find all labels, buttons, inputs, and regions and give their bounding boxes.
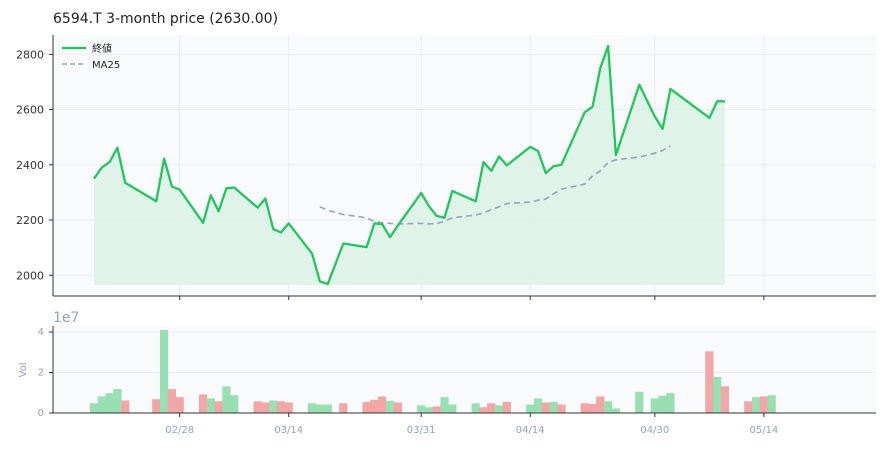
volume-bar (495, 405, 504, 413)
volume-bar (269, 400, 278, 413)
volume-bar (167, 389, 176, 413)
volume-bar (526, 404, 535, 413)
volume-bar (323, 404, 332, 413)
legend-ma25-label: MA25 (92, 60, 120, 71)
volume-x-tick-label: 04/14 (516, 425, 545, 436)
volume-y-tick-label: 4 (38, 327, 44, 338)
volume-bar (339, 403, 348, 413)
legend: 終値 MA25 (62, 42, 120, 71)
volume-exponent-label: 1e7 (53, 310, 79, 326)
volume-y-tick-label: 2 (38, 368, 44, 379)
price-y-tick-label: 2800 (16, 48, 44, 61)
volume-y-axis-label: Vol (18, 363, 29, 378)
volume-bar (175, 397, 184, 413)
volume-bar (261, 402, 270, 413)
volume-x-tick-label: 03/14 (274, 425, 303, 436)
volume-bar (448, 404, 457, 413)
volume-bar (533, 398, 543, 413)
volume-bar (214, 401, 223, 413)
volume-bar (541, 402, 550, 413)
volume-bar (759, 396, 768, 413)
volume-bar (658, 395, 667, 413)
volume-y-axis-ticks: 0 2 4 (38, 327, 53, 419)
volume-bar (471, 403, 480, 413)
volume-bar (424, 407, 433, 413)
volume-bar (206, 398, 215, 413)
volume-bar (588, 403, 597, 413)
volume-bar (97, 396, 106, 413)
price-y-axis-ticks: 2000 2200 2400 2600 2800 (16, 48, 53, 282)
volume-bar (580, 403, 589, 413)
volume-bar (705, 351, 714, 413)
volume-bar (752, 397, 761, 413)
volume-bar (549, 401, 558, 413)
volume-bar (744, 401, 753, 413)
volume-bar (487, 403, 496, 413)
volume-bar (89, 403, 99, 413)
volume-bar (308, 403, 317, 413)
volume-bar (121, 400, 130, 413)
volume-bar (152, 399, 161, 413)
volume-bar (611, 408, 620, 413)
volume-bar (284, 402, 293, 413)
volume-bar (417, 405, 426, 413)
volume-bar (276, 401, 285, 413)
price-y-tick-label: 2600 (16, 104, 44, 117)
volume-bar (440, 397, 449, 413)
chart-title: 6594.T 3-month price (2630.00) (53, 11, 278, 27)
volume-bar (596, 396, 605, 413)
volume-bar (720, 386, 729, 413)
volume-bar (393, 402, 402, 413)
volume-bar (385, 400, 395, 413)
volume-bar (635, 391, 644, 413)
volume-bar (199, 394, 208, 413)
price-lines (93, 44, 725, 286)
volume-bars (89, 330, 776, 413)
volume-bar (767, 395, 776, 413)
volume-x-tick-label: 02/28 (165, 425, 194, 436)
volume-x-tick-label: 03/31 (407, 425, 436, 436)
volume-bar (479, 407, 488, 413)
volume-x-axis-ticks: 02/28 03/14 03/31 04/14 04/30 05/14 (165, 413, 778, 436)
price-x-axis-ticks (179, 296, 765, 300)
volume-bar (604, 401, 613, 413)
volume-bar (113, 389, 122, 413)
close-area-fill (94, 46, 725, 285)
volume-bar (370, 399, 379, 413)
volume-bar (105, 393, 114, 413)
close-area (94, 46, 725, 285)
legend-close-label: 終値 (92, 42, 112, 55)
volume-bar (222, 386, 231, 413)
volume-panel-background (53, 326, 876, 413)
price-y-tick-label: 2200 (16, 214, 44, 227)
close-series-line (93, 44, 725, 286)
volume-bar (502, 401, 511, 413)
volume-x-tick-label: 05/14 (749, 425, 778, 436)
volume-bar (650, 398, 659, 413)
price-y-tick-label: 2000 (16, 269, 44, 282)
volume-bar (362, 401, 371, 413)
volume-y-tick-label: 0 (38, 408, 44, 419)
volume-bar (432, 406, 441, 413)
price-y-tick-label: 2400 (16, 159, 44, 172)
volume-bar (666, 393, 675, 413)
volume-bar (253, 401, 262, 413)
ma25-series-line (319, 145, 671, 225)
volume-bar (230, 395, 239, 413)
volume-bar (315, 404, 324, 413)
volume-bar (378, 396, 387, 413)
volume-bar (713, 377, 722, 413)
volume-x-tick-label: 04/30 (640, 425, 669, 436)
volume-bar (160, 330, 169, 413)
volume-bar (557, 404, 566, 413)
